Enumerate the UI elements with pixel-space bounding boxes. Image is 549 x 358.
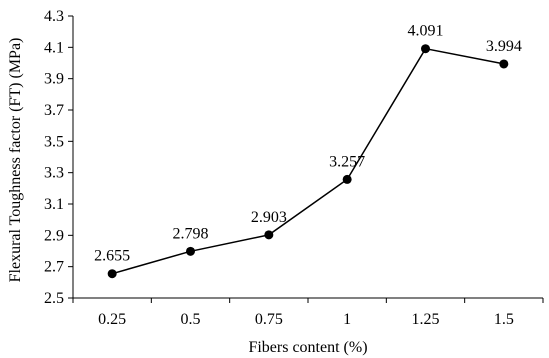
data-labels: 2.655 2.798 2.903 3.257 4.091 3.994 bbox=[94, 23, 522, 265]
data-point bbox=[186, 246, 195, 256]
y-tick-label: 4.3 bbox=[44, 8, 64, 25]
y-tick-label: 3.7 bbox=[44, 102, 64, 119]
y-tick-label: 3.3 bbox=[44, 165, 64, 182]
data-point bbox=[342, 174, 352, 184]
data-label: 2.798 bbox=[173, 225, 209, 242]
x-tick-label: 1 bbox=[343, 311, 351, 328]
data-point bbox=[264, 230, 274, 240]
x-tick-label: 1.5 bbox=[494, 311, 514, 328]
y-tick-label: 3.1 bbox=[44, 196, 64, 213]
y-tick-label: 2.9 bbox=[44, 227, 64, 244]
y-tick-label: 2.7 bbox=[44, 259, 64, 276]
data-label: 3.994 bbox=[486, 38, 522, 55]
x-tick-label: 0.25 bbox=[98, 311, 126, 328]
y-axis-title: Flexural Toughness factor (FT) (MPa) bbox=[7, 38, 24, 283]
data-label: 3.257 bbox=[329, 153, 365, 170]
x-axis-ticks: 0.25 0.5 0.75 1 1.25 1.5 bbox=[72, 298, 544, 328]
y-tick-label: 2.5 bbox=[44, 290, 64, 307]
series bbox=[107, 44, 509, 279]
data-label: 2.903 bbox=[251, 209, 287, 226]
y-tick-label: 4.1 bbox=[44, 39, 64, 56]
y-tick-label: 3.9 bbox=[44, 71, 64, 88]
x-tick-label: 0.5 bbox=[181, 311, 201, 328]
x-tick-label: 1.25 bbox=[412, 311, 440, 328]
data-point bbox=[107, 269, 117, 279]
data-label: 2.655 bbox=[94, 248, 130, 265]
x-tick-label: 0.75 bbox=[255, 311, 283, 328]
y-axis-ticks: 2.5 2.7 2.9 3.1 3.3 3.5 3.7 3.9 4.1 4.3 bbox=[44, 8, 73, 307]
x-axis-title: Fibers content (%) bbox=[248, 339, 367, 356]
series-line bbox=[111, 47, 504, 275]
data-point bbox=[499, 59, 509, 69]
data-point bbox=[421, 44, 430, 54]
y-tick-label: 3.5 bbox=[44, 133, 64, 150]
data-label: 4.091 bbox=[408, 23, 444, 40]
